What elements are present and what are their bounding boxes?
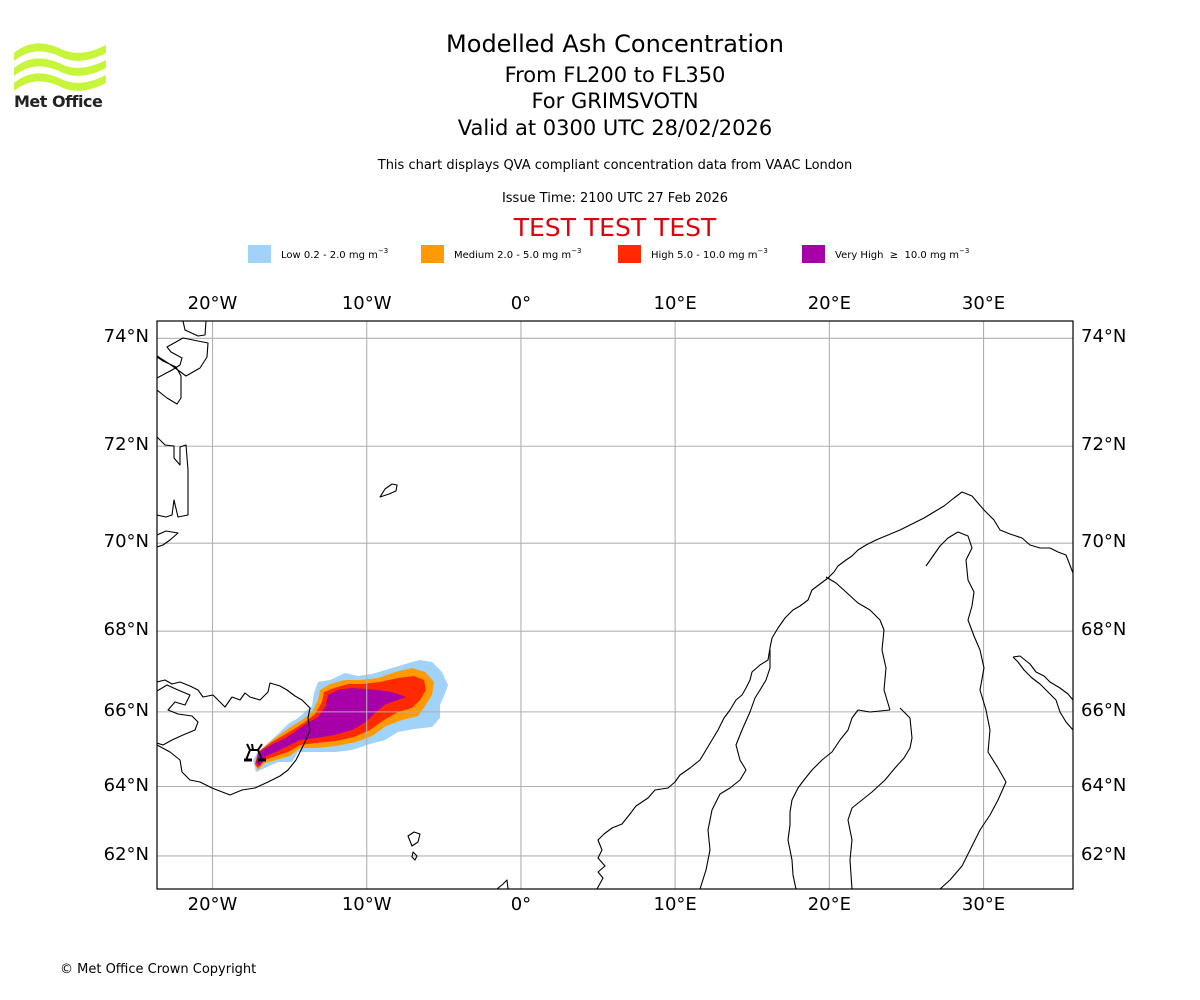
coastline-shetland xyxy=(496,879,509,889)
coastline-kola-peninsula xyxy=(1012,655,1073,731)
lat-tick-label-right: 72°N xyxy=(1081,434,1127,456)
flight-level-range: From FL200 to FL350 xyxy=(504,63,726,87)
map-frame xyxy=(156,320,1074,890)
test-banner: TEST TEST TEST xyxy=(513,213,717,242)
lat-tick-label-left: 70°N xyxy=(103,531,149,553)
lon-tick-label-top: 20°E xyxy=(807,293,851,314)
coastline-iceland xyxy=(157,679,311,796)
lon-tick-label-top: 30°E xyxy=(961,293,1006,314)
coastline-faroe-islands xyxy=(407,831,421,861)
legend-item-high: High 5.0 - 10.0 mg m−3 xyxy=(618,244,768,264)
lat-tick-label-right: 66°N xyxy=(1081,699,1127,721)
chart-description: This chart displays QVA compliant concen… xyxy=(377,158,853,173)
lon-tick-label-bottom: 0° xyxy=(510,894,532,915)
lat-tick-label-right: 68°N xyxy=(1081,619,1127,641)
lon-tick-label-top: 10°E xyxy=(653,293,697,314)
border-sweden-finland xyxy=(925,531,1007,889)
coastline-gulf-of-bothnia xyxy=(787,707,913,889)
lat-tick-label-left: 64°N xyxy=(103,774,149,796)
lon-tick-label-bottom: 10°E xyxy=(653,894,697,915)
volcano-name: For GRIMSVOTN xyxy=(531,89,699,113)
volcano-symbol-icon xyxy=(244,743,266,762)
legend-swatch-medium xyxy=(421,245,444,263)
lat-tick-label-right: 64°N xyxy=(1081,774,1127,796)
lat-tick-label-right: 62°N xyxy=(1081,843,1127,865)
lon-tick-label-bottom: 20°W xyxy=(187,894,238,915)
ash-plume xyxy=(253,660,448,772)
lat-tick-label-left: 68°N xyxy=(103,619,149,641)
met-office-logo-text: Met Office xyxy=(14,92,103,111)
issue-time: Issue Time: 2100 UTC 27 Feb 2026 xyxy=(501,191,729,206)
valid-time: Valid at 0300 UTC 28/02/2026 xyxy=(457,116,773,140)
met-office-logo-icon xyxy=(14,43,106,91)
coastline-jan-mayen xyxy=(379,483,398,498)
border-sweden-norway-south xyxy=(699,650,771,889)
lon-tick-label-bottom: 30°E xyxy=(961,894,1006,915)
legend-swatch-low xyxy=(248,245,271,263)
lat-tick-label-left: 66°N xyxy=(103,699,149,721)
lon-tick-label-bottom: 20°E xyxy=(807,894,851,915)
chart-title: Modelled Ash Concentration xyxy=(446,30,784,58)
legend-label-very-high: Very High ≥ 10.0 mg m−3 xyxy=(835,247,970,261)
plume-very-high xyxy=(256,688,406,766)
lon-tick-label-top: 10°W xyxy=(341,293,392,314)
legend-label-high: High 5.0 - 10.0 mg m−3 xyxy=(651,247,768,261)
legend-item-very-high: Very High ≥ 10.0 mg m−3 xyxy=(802,244,969,264)
border-norway-sweden xyxy=(825,576,891,711)
lat-tick-label-left: 74°N xyxy=(103,326,149,348)
legend-swatch-high xyxy=(618,245,641,263)
lon-tick-label-top: 0° xyxy=(510,293,532,314)
copyright-notice: © Met Office Crown Copyright xyxy=(60,962,257,977)
legend-item-medium: Medium 2.0 - 5.0 mg m−3 xyxy=(421,244,581,264)
lon-tick-label-top: 20°W xyxy=(187,293,238,314)
lon-tick-label-bottom: 10°W xyxy=(341,894,392,915)
lat-tick-label-right: 70°N xyxy=(1081,531,1127,553)
coastline-greenland xyxy=(157,321,209,548)
lat-tick-label-right: 74°N xyxy=(1081,326,1127,348)
coastlines xyxy=(157,321,1073,889)
lat-tick-label-left: 62°N xyxy=(103,843,149,865)
legend-label-medium: Medium 2.0 - 5.0 mg m−3 xyxy=(454,247,582,261)
legend-label-low: Low 0.2 - 2.0 mg m−3 xyxy=(281,247,389,261)
graticule xyxy=(157,321,1073,889)
legend-item-low: Low 0.2 - 2.0 mg m−3 xyxy=(248,244,388,264)
lat-tick-label-left: 72°N xyxy=(103,434,149,456)
coastline-norway xyxy=(596,491,1073,889)
legend-swatch-very-high xyxy=(802,245,825,263)
